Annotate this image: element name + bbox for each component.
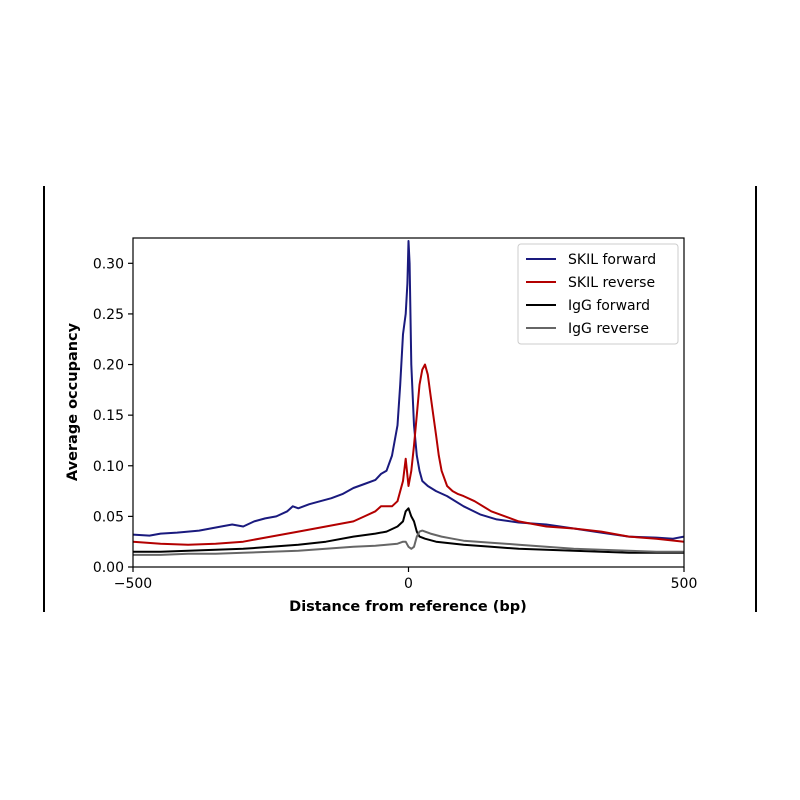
legend: SKIL forward SKIL reverse IgG forward IgG r… bbox=[517, 243, 679, 345]
series-line-skil-reverse bbox=[132, 363, 685, 546]
series-line-igg-forward bbox=[133, 507, 684, 554]
legend-label: IgG forward bbox=[568, 298, 650, 314]
y-tick-label: 0.20 bbox=[93, 358, 124, 374]
x-axis-title: Distance from reference (bp) bbox=[289, 599, 527, 615]
y-axis-title: Average occupancy bbox=[65, 322, 81, 481]
legend-label: IgG reverse bbox=[568, 321, 649, 337]
x-tick-label: 500 bbox=[671, 576, 698, 592]
x-tick-label: −500 bbox=[114, 576, 152, 592]
legend-label: SKIL forward bbox=[568, 252, 656, 268]
series-layer bbox=[132, 240, 685, 556]
x-axis-ticks: −500 0 500 bbox=[114, 567, 698, 592]
y-tick-label: 0.30 bbox=[93, 256, 124, 272]
y-tick-label: 0.05 bbox=[93, 509, 124, 525]
x-tick-label: 0 bbox=[404, 576, 413, 592]
y-tick-label: 0.00 bbox=[93, 560, 124, 576]
legend-frame bbox=[517, 243, 679, 345]
series-line-skil-forward bbox=[132, 240, 685, 540]
legend-label: SKIL reverse bbox=[568, 275, 655, 291]
y-tick-label: 0.10 bbox=[93, 459, 124, 475]
y-tick-label: 0.25 bbox=[93, 307, 124, 323]
y-tick-label: 0.15 bbox=[93, 408, 124, 424]
y-axis-ticks: 0.00 0.05 0.10 0.15 0.20 0.25 0.30 bbox=[93, 256, 133, 576]
series-line-igg-reverse bbox=[133, 529, 684, 556]
